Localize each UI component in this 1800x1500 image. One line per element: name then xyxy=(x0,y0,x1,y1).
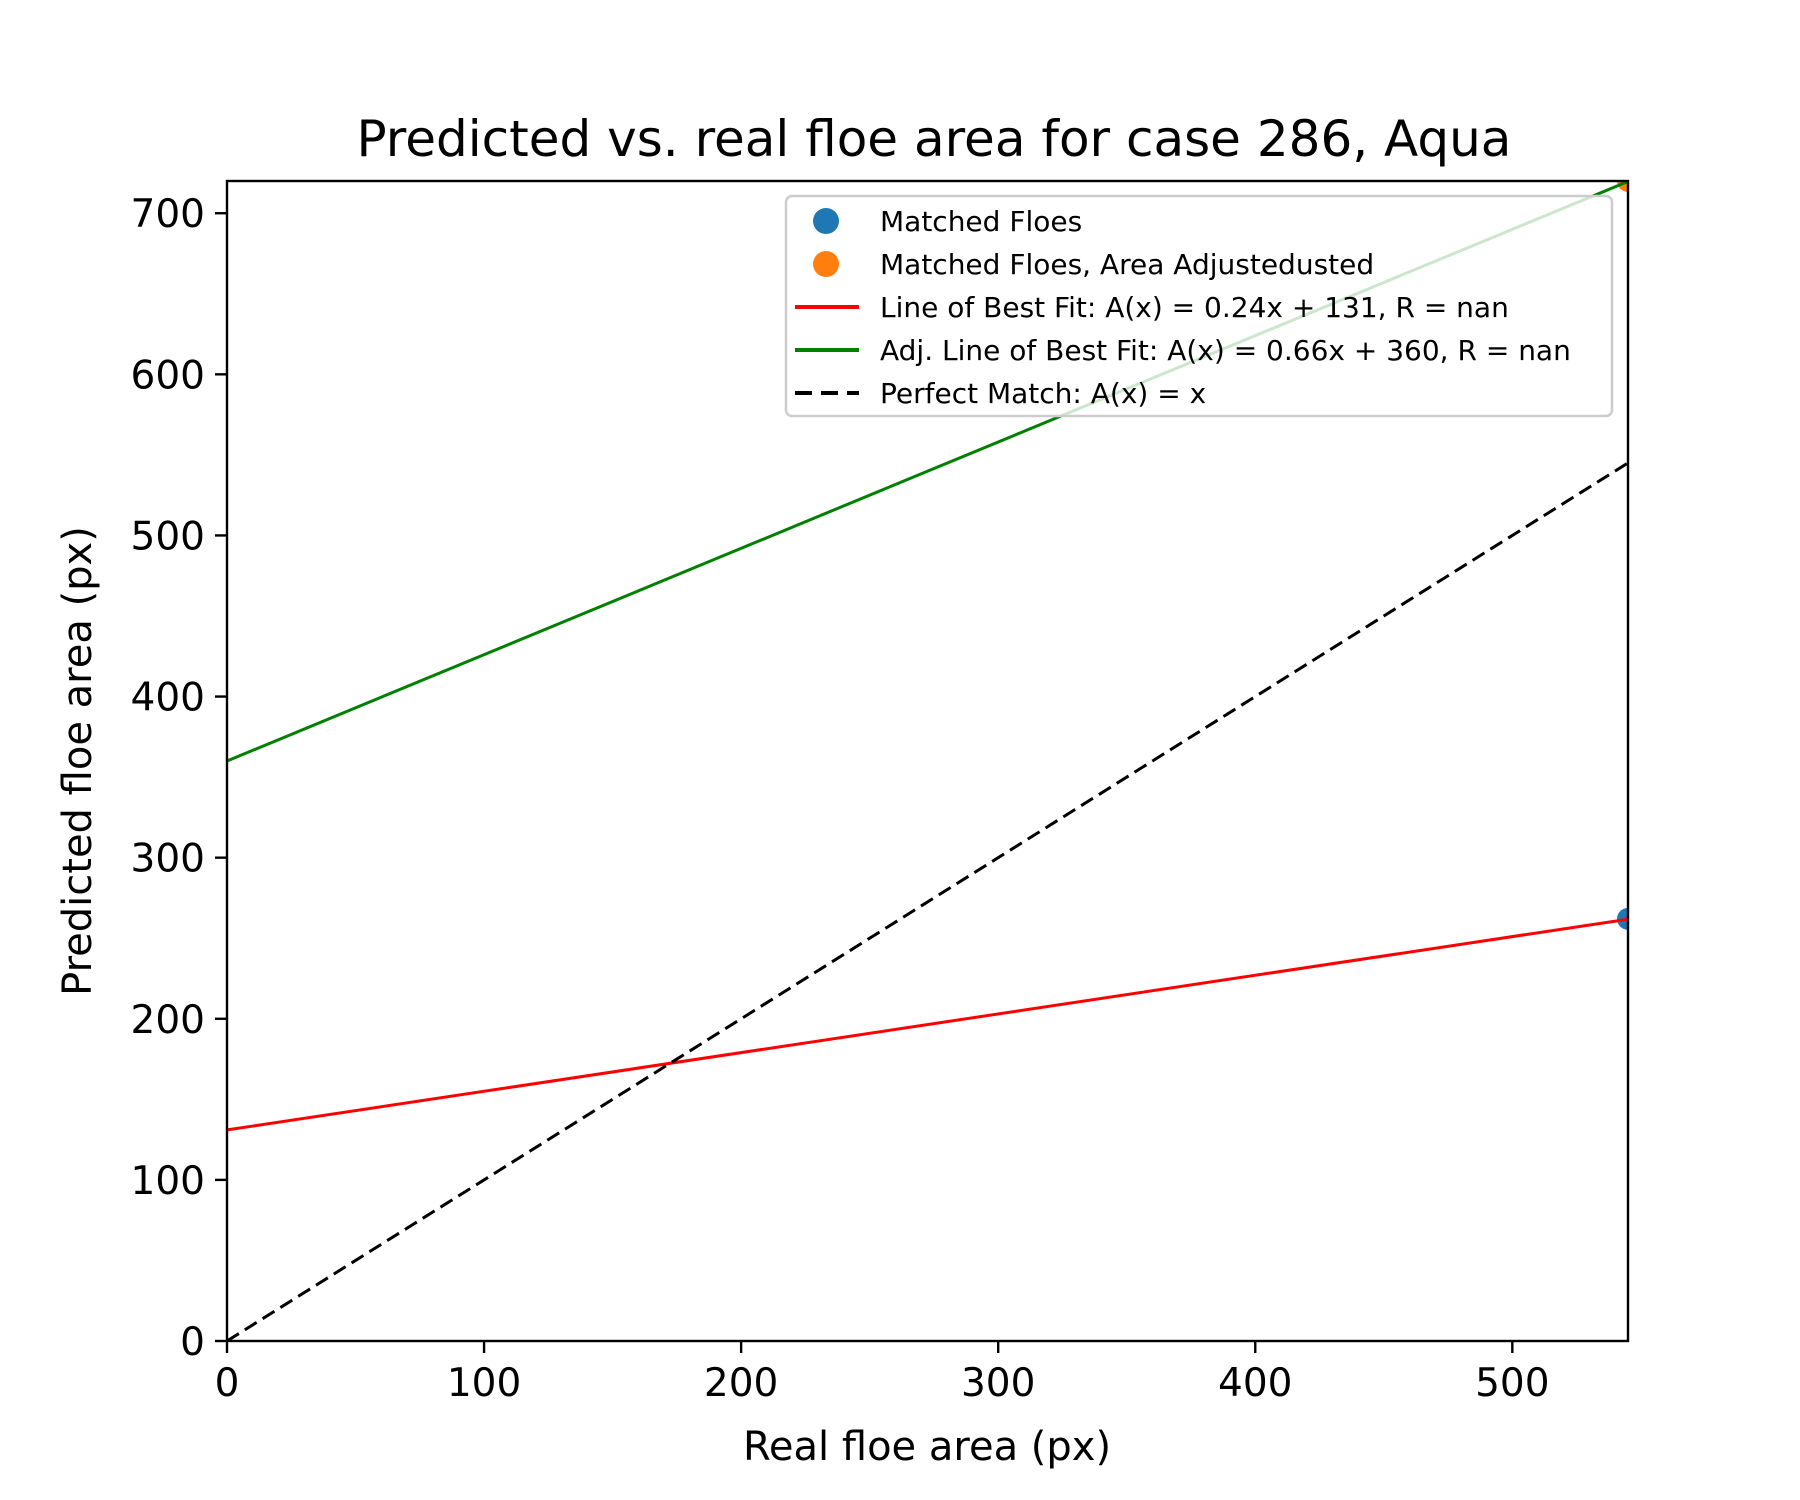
legend-label: Adj. Line of Best Fit: A(x) = 0.66x + 36… xyxy=(880,334,1571,367)
legend-label: Perfect Match: A(x) = x xyxy=(880,377,1206,410)
x-tick-label: 0 xyxy=(215,1361,240,1406)
legend-marker xyxy=(813,251,839,277)
x-tick-label: 400 xyxy=(1218,1361,1292,1406)
tick-layer: 0 100 200 300 400 500 0 100 200 300 400 500 600 700 xyxy=(131,192,1550,1406)
y-axis-label: Predicted floe area (px) xyxy=(55,526,101,996)
y-tick-label: 200 xyxy=(131,998,205,1043)
legend-marker xyxy=(813,208,839,234)
legend-label: Matched Floes, Area Adjustedusted xyxy=(880,248,1374,281)
x-tick-label: 300 xyxy=(961,1361,1035,1406)
y-tick-label: 400 xyxy=(131,676,205,721)
legend-box xyxy=(784,194,1614,418)
series-line xyxy=(227,917,1628,1132)
y-tick-label: 600 xyxy=(131,353,205,398)
legend-label: Line of Best Fit: A(x) = 0.24x + 131, R … xyxy=(880,291,1509,324)
y-tick-label: 300 xyxy=(131,837,205,882)
plot-frame xyxy=(225,179,1630,1343)
x-axis-label: Real floe area (px) xyxy=(743,1424,1111,1470)
x-tick-label: 100 xyxy=(447,1361,521,1406)
x-tick-label: 200 xyxy=(704,1361,778,1406)
legend-label: Matched Floes xyxy=(880,205,1082,238)
y-tick-label: 700 xyxy=(131,192,205,237)
chart-title: Predicted vs. real floe area for case 28… xyxy=(357,110,1512,168)
series-line xyxy=(227,461,1628,1341)
y-tick-label: 0 xyxy=(180,1320,205,1365)
legend-entries: Matched Floes Matched Floes, Area Adjuste… xyxy=(795,205,1571,410)
y-tick-label: 500 xyxy=(131,514,205,559)
legend: Matched Floes Matched Floes, Area Adjuste… xyxy=(784,194,1614,418)
y-tick-label: 100 xyxy=(131,1159,205,1204)
x-tick-label: 500 xyxy=(1475,1361,1549,1406)
